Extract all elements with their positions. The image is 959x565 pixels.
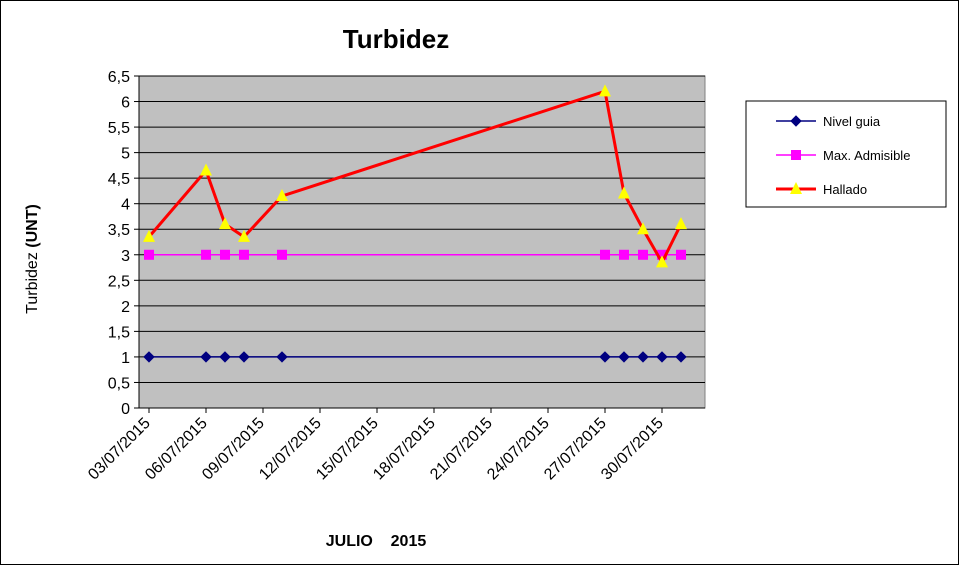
data-point — [676, 249, 686, 260]
data-point — [201, 249, 211, 260]
y-tick-label: 5,5 — [108, 120, 130, 137]
legend-item: Nivel guia — [776, 114, 881, 129]
series-max-admisible — [144, 249, 686, 260]
legend-swatch-marker — [790, 182, 802, 194]
y-tick-label: 2,5 — [108, 273, 130, 290]
legend-label: Hallado — [823, 182, 867, 197]
y-tick-label: 6 — [121, 95, 130, 112]
y-tick-label: 3 — [121, 248, 130, 265]
y-tick-label: 1 — [121, 350, 130, 367]
data-point — [143, 229, 155, 242]
data-point — [638, 249, 648, 260]
y-tick-label: 5 — [121, 146, 130, 163]
data-point — [277, 249, 287, 260]
y-tick-label: 1,5 — [108, 324, 130, 341]
data-point — [276, 189, 288, 202]
y-tick-label: 4,5 — [108, 171, 130, 188]
x-axis-title: JULIO 2015 — [326, 533, 427, 550]
y-tick-label: 0,5 — [108, 375, 130, 392]
data-point — [200, 163, 212, 176]
legend-swatch-marker — [790, 115, 802, 127]
data-point — [637, 351, 649, 363]
series-layer — [143, 84, 687, 363]
y-tick-label: 4 — [121, 197, 130, 214]
y-axis-title: Turbidez (UNT) — [24, 204, 41, 314]
data-point — [656, 255, 668, 268]
series-nivel-guia — [143, 351, 687, 363]
data-point — [219, 217, 231, 230]
legend-label: Max. Admisible — [823, 148, 910, 163]
data-point — [656, 351, 668, 363]
data-point — [637, 222, 649, 235]
legend: Nivel guia Max. Admisible Hallado — [745, 100, 947, 208]
data-point — [219, 351, 231, 363]
data-point — [276, 351, 288, 363]
data-point — [144, 249, 154, 260]
data-point — [618, 351, 630, 363]
data-point — [143, 351, 155, 363]
legend-item: Hallado — [776, 182, 867, 197]
legend-item: Max. Admisible — [776, 148, 910, 163]
legend-swatch-marker — [791, 150, 801, 160]
series-hallado — [143, 84, 687, 268]
data-point — [600, 249, 610, 260]
data-point — [675, 351, 687, 363]
y-axis-title-text: Turbidez — [24, 248, 41, 314]
y-tick-label: 6,5 — [108, 69, 130, 86]
data-point — [599, 351, 611, 363]
x-tick-label: 30/07/2015 — [598, 415, 667, 484]
data-point — [200, 351, 212, 363]
data-point — [220, 249, 230, 260]
y-axis-title-unit: (UNT) — [24, 204, 41, 248]
data-point — [238, 351, 250, 363]
y-tick-label: 3,5 — [108, 222, 130, 239]
data-point — [238, 229, 250, 242]
data-point — [657, 249, 667, 260]
data-point — [618, 186, 630, 199]
series-line — [147, 89, 683, 264]
plot-area — [138, 75, 706, 409]
chart-title: Turbidez — [343, 24, 449, 54]
y-tick-label: 0 — [121, 401, 130, 418]
y-tick-label: 2 — [121, 299, 130, 316]
data-point — [239, 249, 249, 260]
data-point — [619, 249, 629, 260]
data-point — [675, 217, 687, 230]
legend-items: Nivel guia Max. Admisible Hallado — [776, 114, 910, 197]
legend-label: Nivel guia — [823, 114, 881, 129]
data-point — [599, 84, 611, 97]
